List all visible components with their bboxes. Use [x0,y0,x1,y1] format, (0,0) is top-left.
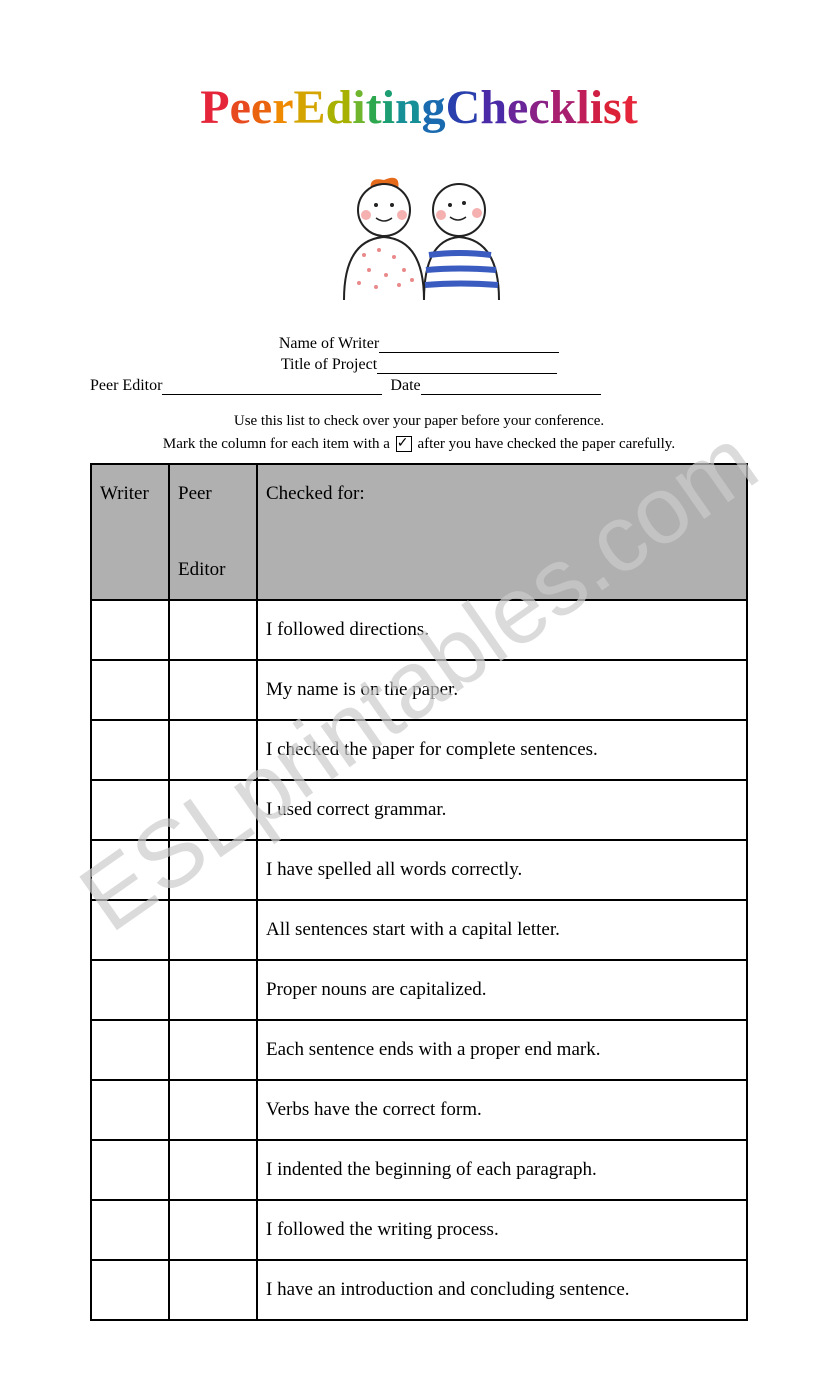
instruction-line-2: Mark the column for each item with a aft… [90,433,748,456]
table-row: I have spelled all words correctly. [91,840,747,900]
table-row: I followed directions. [91,600,747,660]
writer-checkbox-cell[interactable] [91,1020,169,1080]
writer-checkbox-cell[interactable] [91,1080,169,1140]
checked-for-text: I checked the paper for complete sentenc… [257,720,747,780]
checked-for-text: I have an introduction and concluding se… [257,1260,747,1320]
checked-for-text: All sentences start with a capital lette… [257,900,747,960]
peer-editor-checkbox-cell[interactable] [169,1140,257,1200]
peer-editor-checkbox-cell[interactable] [169,1080,257,1140]
title-of-project-row: Title of Project [90,356,748,374]
header-checked-for: Checked for: [257,464,747,600]
table-row: Each sentence ends with a proper end mar… [91,1020,747,1080]
child-1-icon [344,179,424,300]
children-illustration [90,155,748,310]
date-blank[interactable] [421,380,601,395]
checklist-table: Writer PeerEditor Checked for: I followe… [90,463,748,1321]
writer-checkbox-cell[interactable] [91,600,169,660]
checkmark-icon [396,436,412,452]
writer-checkbox-cell[interactable] [91,900,169,960]
instruction-line-1: Use this list to check over your paper b… [90,410,748,433]
checked-for-text: I have spelled all words correctly. [257,840,747,900]
checked-for-text: I followed directions. [257,600,747,660]
title-of-project-label: Title of Project [281,356,377,373]
table-row: I used correct grammar. [91,780,747,840]
child-2-icon [424,184,499,300]
peer-editor-checkbox-cell[interactable] [169,1260,257,1320]
writer-checkbox-cell[interactable] [91,1140,169,1200]
peer-editor-label: Peer Editor [90,377,162,394]
form-fields: Name of Writer Title of Project Peer Edi… [90,335,748,395]
table-row: I checked the paper for complete sentenc… [91,720,747,780]
table-row: All sentences start with a capital lette… [91,900,747,960]
header-writer: Writer [91,464,169,600]
peer-editor-date-row: Peer Editor Date [90,377,748,395]
peer-editor-checkbox-cell[interactable] [169,840,257,900]
name-of-writer-row: Name of Writer [90,335,748,353]
writer-checkbox-cell[interactable] [91,720,169,780]
peer-editor-blank[interactable] [162,380,382,395]
peer-editor-checkbox-cell[interactable] [169,960,257,1020]
page: ESLprintables.com Peer Editing Checklist [0,0,838,1381]
name-of-writer-label: Name of Writer [279,335,379,352]
instructions: Use this list to check over your paper b… [90,410,748,455]
peer-editor-checkbox-cell[interactable] [169,660,257,720]
table-row: I followed the writing process. [91,1200,747,1260]
peer-editor-checkbox-cell[interactable] [169,1200,257,1260]
checked-for-text: I followed the writing process. [257,1200,747,1260]
checked-for-text: My name is on the paper. [257,660,747,720]
checked-for-text: I indented the beginning of each paragra… [257,1140,747,1200]
title-of-project-blank[interactable] [377,359,557,374]
writer-checkbox-cell[interactable] [91,840,169,900]
writer-checkbox-cell[interactable] [91,780,169,840]
writer-checkbox-cell[interactable] [91,1200,169,1260]
page-title: Peer Editing Checklist [90,80,748,135]
table-header-row: Writer PeerEditor Checked for: [91,464,747,600]
checked-for-text: Each sentence ends with a proper end mar… [257,1020,747,1080]
header-peer-editor: PeerEditor [169,464,257,600]
peer-editor-checkbox-cell[interactable] [169,780,257,840]
peer-editor-checkbox-cell[interactable] [169,1020,257,1080]
checked-for-text: I used correct grammar. [257,780,747,840]
checked-for-text: Proper nouns are capitalized. [257,960,747,1020]
writer-checkbox-cell[interactable] [91,1260,169,1320]
date-label: Date [390,377,420,394]
table-row: Proper nouns are capitalized. [91,960,747,1020]
checked-for-text: Verbs have the correct form. [257,1080,747,1140]
peer-editor-checkbox-cell[interactable] [169,600,257,660]
name-of-writer-blank[interactable] [379,338,559,353]
table-row: Verbs have the correct form. [91,1080,747,1140]
table-row: I indented the beginning of each paragra… [91,1140,747,1200]
writer-checkbox-cell[interactable] [91,960,169,1020]
table-row: I have an introduction and concluding se… [91,1260,747,1320]
writer-checkbox-cell[interactable] [91,660,169,720]
table-row: My name is on the paper. [91,660,747,720]
title-container: Peer Editing Checklist [90,80,748,135]
peer-editor-checkbox-cell[interactable] [169,720,257,780]
peer-editor-checkbox-cell[interactable] [169,900,257,960]
